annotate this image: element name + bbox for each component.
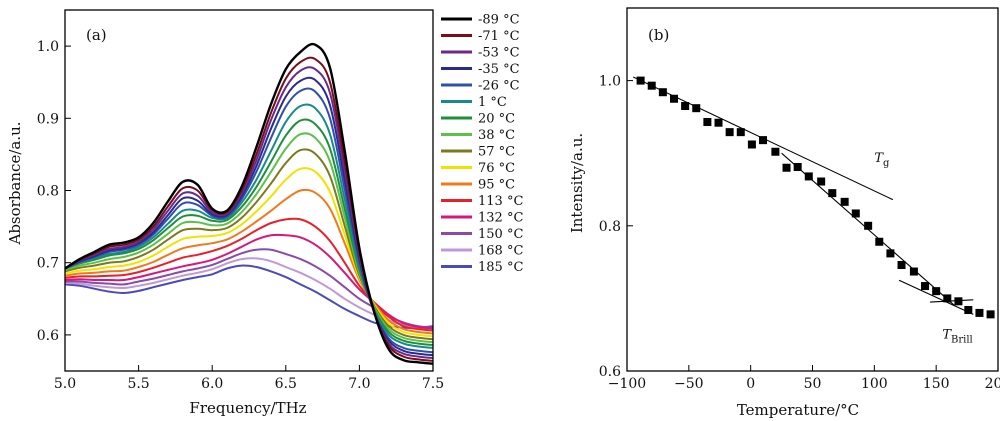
panel-b-data-point — [703, 117, 712, 126]
panel-a-legend-entry: 168 °C — [478, 244, 523, 259]
panel-b-ytick-label: 0.6 — [599, 364, 621, 380]
panel-b-xtick-label: 0 — [746, 376, 755, 392]
panel-b-data-point — [864, 221, 873, 230]
panel-a-xtick-label: 6.0 — [201, 376, 223, 392]
panel-a-legend-entry: -89 °C — [478, 13, 520, 28]
panel-b-data-point — [782, 163, 791, 172]
panel-a-ytick-label: 0.6 — [37, 328, 59, 344]
panel-a-legend-entry: 113 °C — [478, 194, 523, 209]
panel-a-ylabel: Absorbance/a.u. — [6, 121, 24, 245]
panel-b-data-point — [669, 94, 678, 103]
panel-a-legend-entry: -26 °C — [478, 79, 520, 94]
panel-a-legend-entry: 1 °C — [478, 95, 507, 110]
panel-b-data-point — [658, 88, 667, 97]
panel-b-ytick-label: 1.0 — [599, 74, 621, 90]
panel-b-annotation: Tg — [874, 151, 890, 169]
panel-b-data-point — [851, 209, 860, 218]
panel-b-data-point — [932, 287, 941, 296]
panel-b-data-point — [736, 128, 745, 137]
panel-a-legend-entry: 132 °C — [478, 211, 523, 226]
panel-b-data-point — [964, 306, 973, 315]
panel-a-ytick-label: 0.8 — [37, 184, 59, 200]
panel-b-data-point — [943, 294, 952, 303]
panel-a-xtick-label: 5.5 — [127, 376, 149, 392]
panel-b-data-point — [975, 308, 984, 317]
panel-b-xtick-label: −100 — [608, 376, 646, 392]
panel-a-series-line — [64, 42, 434, 365]
panel-b-data-point — [828, 189, 837, 198]
panel-b-data-point — [759, 136, 768, 145]
panel-b-ytick-label: 0.8 — [599, 219, 621, 235]
panel-a-xtick-label: 7.0 — [348, 376, 370, 392]
panel-b-data-point — [692, 104, 701, 113]
panel-b-data-point — [875, 237, 884, 246]
panel-a-ytick-label: 0.9 — [37, 111, 59, 127]
panel-a-xtick-label: 5.0 — [54, 376, 76, 392]
panel-b-data-point — [804, 172, 813, 181]
panel-a-xtick-label: 6.5 — [275, 376, 297, 392]
panel-b-fit-line — [929, 299, 974, 303]
panel-a-ytick-label: 1.0 — [37, 39, 59, 55]
panel-a-legend-entry: 185 °C — [478, 260, 523, 275]
panel-a-legend: -89 °C-71 °C -53 °C-35 °C -26 °C1 °C 20 °C3… — [441, 13, 523, 275]
panel-a-legend-entry: 150 °C — [478, 227, 523, 242]
panel-a-frame — [64, 9, 434, 372]
panel-a-xlabel: Frequency/THz — [189, 399, 306, 417]
panel-a-legend-entry: 38 °C — [478, 128, 515, 143]
panel-b: (b) Temperature/°C Intensity/a.u. −100 −5… — [568, 7, 1000, 419]
panel-b-data-point — [771, 147, 780, 156]
panel-a-legend-entry: -35 °C — [478, 62, 520, 77]
panel-b-data-point — [886, 249, 895, 258]
panel-a-legend-entry: -53 °C — [478, 46, 520, 61]
panel-b-xtick-label: 50 — [804, 376, 822, 392]
panel-b-xlabel: Temperature/°C — [737, 401, 859, 419]
panel-b-data-point — [840, 197, 849, 206]
panel-b-data-point — [921, 282, 930, 291]
panel-a-label: (a) — [86, 26, 107, 44]
panel-b-xtick-label: 150 — [923, 376, 950, 392]
panel-b-xtick-label: −50 — [674, 376, 704, 392]
panel-b-data-point — [986, 310, 995, 319]
panel-b-data-point — [636, 76, 645, 85]
panel-b-data-point — [647, 81, 656, 90]
panel-a-legend-entry: 76 °C — [478, 161, 515, 176]
panel-a: (a) Frequency/THz Absorbance/a.u. 5.0 5.5… — [6, 9, 523, 417]
panel-a-legend-entry: 20 °C — [478, 112, 515, 127]
panel-b-frame — [626, 7, 999, 372]
panel-a-ytick-label: 0.7 — [37, 256, 59, 272]
panel-b-data-point — [793, 162, 802, 171]
panel-b-data-point — [954, 297, 963, 306]
panel-b-xtick-label: 100 — [861, 376, 888, 392]
panel-b-ylabel: Intensity/a.u. — [568, 133, 586, 233]
panel-b-fit-line — [898, 279, 974, 315]
panel-b-xtick-label: 200 — [985, 376, 1000, 392]
panel-b-label: (b) — [648, 26, 669, 44]
panel-a-series-line — [64, 257, 434, 330]
panel-b-annotation: TBrill — [942, 327, 972, 345]
panel-b-data-point — [909, 267, 918, 276]
panel-a-legend-entry: -71 °C — [478, 29, 520, 44]
panel-a-xtick-label: 7.5 — [422, 376, 444, 392]
panel-a-legend-entry: 57 °C — [478, 145, 515, 160]
panel-a-legend-entry: 95 °C — [478, 178, 515, 193]
panel-b-data-point — [897, 261, 906, 270]
panel-b-data-point — [725, 128, 734, 137]
panel-b-data-point — [681, 102, 690, 111]
panel-b-data-point — [817, 177, 826, 186]
panel-b-data-point — [747, 140, 756, 149]
panel-a-series-line — [64, 264, 434, 329]
panel-b-data-point — [714, 118, 723, 127]
